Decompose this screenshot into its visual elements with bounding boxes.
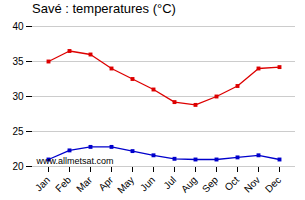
- svg-text:25: 25: [12, 126, 24, 137]
- svg-text:Jan: Jan: [33, 174, 52, 193]
- svg-text:Mar: Mar: [74, 174, 94, 194]
- svg-text:Oct: Oct: [222, 174, 241, 193]
- svg-text:Dec: Dec: [263, 174, 283, 194]
- svg-text:Aug: Aug: [179, 174, 199, 194]
- svg-text:30: 30: [12, 91, 24, 102]
- svg-text:www.allmetsat.com: www.allmetsat.com: [36, 156, 114, 166]
- svg-text:Jul: Jul: [161, 174, 178, 191]
- html-text:Savé : temperatures (°C): Savé : temperatures (°C): [32, 1, 176, 16]
- svg-text:Sep: Sep: [200, 174, 221, 195]
- svg-text:Jun: Jun: [138, 174, 157, 193]
- svg-text:40: 40: [12, 21, 24, 32]
- svg-text:35: 35: [12, 56, 24, 67]
- svg-text:20: 20: [12, 161, 24, 172]
- svg-text:Feb: Feb: [53, 174, 73, 194]
- svg-text:May: May: [115, 174, 136, 195]
- svg-text:Nov: Nov: [242, 174, 262, 194]
- svg-text:Apr: Apr: [96, 174, 115, 193]
